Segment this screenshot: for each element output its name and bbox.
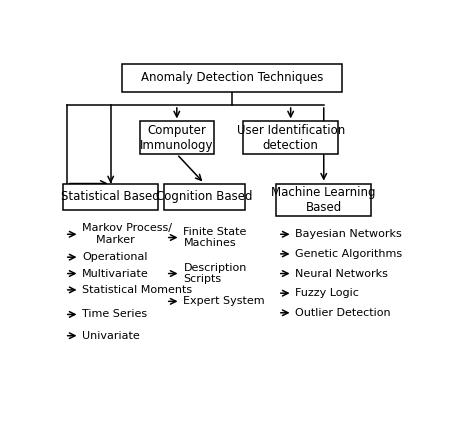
Text: Neural Networks: Neural Networks [295, 269, 388, 278]
Text: Time Series: Time Series [82, 309, 147, 320]
Text: Anomaly Detection Techniques: Anomaly Detection Techniques [141, 71, 323, 85]
Text: Machine Learning
Based: Machine Learning Based [272, 186, 376, 214]
Text: User Identification
detection: User Identification detection [237, 124, 345, 152]
Text: Description
Scripts: Description Scripts [183, 263, 247, 284]
Text: Statistical Based: Statistical Based [61, 190, 160, 203]
FancyBboxPatch shape [276, 184, 372, 216]
Text: Cognition Based: Cognition Based [156, 190, 253, 203]
FancyBboxPatch shape [140, 122, 213, 154]
FancyBboxPatch shape [164, 184, 245, 210]
Text: Outlier Detection: Outlier Detection [295, 308, 391, 318]
Text: Operational: Operational [82, 252, 147, 262]
Text: Bayesian Networks: Bayesian Networks [295, 229, 402, 239]
Text: Multivariate: Multivariate [82, 269, 149, 278]
Text: Finite State
Machines: Finite State Machines [183, 227, 247, 248]
Text: Fuzzy Logic: Fuzzy Logic [295, 288, 359, 298]
Text: Genetic Algorithms: Genetic Algorithms [295, 249, 402, 259]
Text: Expert System: Expert System [183, 296, 265, 306]
Text: Statistical Moments: Statistical Moments [82, 285, 192, 295]
Text: Univariate: Univariate [82, 331, 140, 341]
Text: Computer
Immunology: Computer Immunology [140, 124, 214, 152]
FancyBboxPatch shape [243, 122, 338, 154]
FancyBboxPatch shape [63, 184, 158, 210]
Text: Markov Process/
    Marker: Markov Process/ Marker [82, 224, 172, 245]
FancyBboxPatch shape [122, 64, 342, 92]
